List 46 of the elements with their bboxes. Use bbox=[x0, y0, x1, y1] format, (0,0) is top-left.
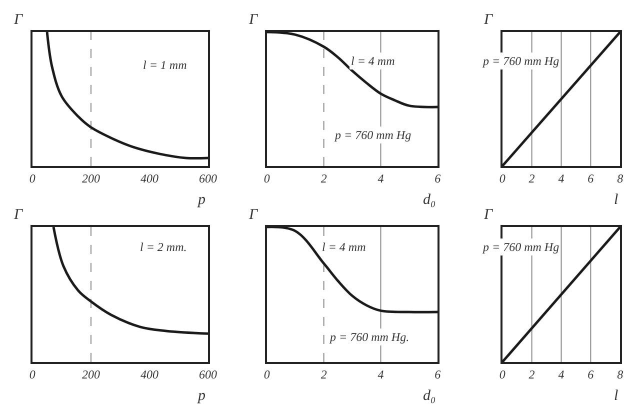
y-axis-title: Γ bbox=[248, 207, 259, 223]
x-tick-label: 200 bbox=[82, 171, 100, 186]
annotation: l = 4 mm bbox=[322, 240, 366, 254]
x-axis-title: d₀ bbox=[423, 388, 436, 404]
x-axis-title: p bbox=[197, 388, 206, 404]
x-tick-label: 400 bbox=[140, 367, 159, 382]
x-tick-label: 6 bbox=[588, 171, 594, 186]
x-tick-label: 0 bbox=[264, 367, 270, 382]
x-tick-label: 400 bbox=[140, 171, 159, 186]
x-tick-label: 6 bbox=[434, 171, 441, 186]
x-axis-title: d₀ bbox=[423, 192, 436, 208]
x-tick-label: 2 bbox=[528, 367, 535, 382]
annotation: l = 2 mm. bbox=[140, 240, 187, 254]
annotation: l = 4 mm bbox=[351, 54, 396, 68]
annotation: l = 1 mm bbox=[143, 58, 188, 72]
y-axis-title: Γ bbox=[483, 12, 494, 28]
x-tick-label: 6 bbox=[434, 367, 441, 382]
x-axis-title: l bbox=[614, 388, 618, 404]
x-axis-title: l bbox=[614, 192, 618, 208]
x-tick-label: 6 bbox=[588, 367, 594, 382]
annotation: p = 760 mm Hg bbox=[482, 240, 560, 254]
x-tick-label: 0 bbox=[29, 367, 36, 382]
x-tick-label: 4 bbox=[378, 367, 384, 382]
x-tick-label: 4 bbox=[558, 367, 564, 382]
x-tick-label: 600 bbox=[199, 171, 218, 186]
x-tick-label: 4 bbox=[378, 171, 384, 186]
x-tick-label: 600 bbox=[199, 367, 218, 382]
y-axis-title: Γ bbox=[13, 207, 24, 223]
x-tick-label: 2 bbox=[320, 367, 327, 382]
y-axis-title: Γ bbox=[13, 12, 24, 28]
x-tick-label: 0 bbox=[29, 171, 36, 186]
x-tick-label: 8 bbox=[617, 367, 624, 382]
y-axis-title: Γ bbox=[248, 12, 259, 28]
x-tick-label: 8 bbox=[617, 171, 624, 186]
x-tick-label: 200 bbox=[82, 367, 100, 382]
x-tick-label: 4 bbox=[558, 171, 564, 186]
x-tick-label: 0 bbox=[499, 367, 506, 382]
x-tick-label: 0 bbox=[499, 171, 506, 186]
y-axis-title: Γ bbox=[483, 207, 494, 223]
x-tick-label: 0 bbox=[264, 171, 270, 186]
annotation: p = 760 mm Hg bbox=[334, 128, 412, 142]
x-tick-label: 2 bbox=[320, 171, 327, 186]
annotation: p = 760 mm Hg. bbox=[329, 330, 410, 344]
annotation: p = 760 mm Hg bbox=[482, 54, 560, 68]
x-axis-title: p bbox=[197, 192, 206, 208]
x-tick-label: 2 bbox=[528, 171, 535, 186]
